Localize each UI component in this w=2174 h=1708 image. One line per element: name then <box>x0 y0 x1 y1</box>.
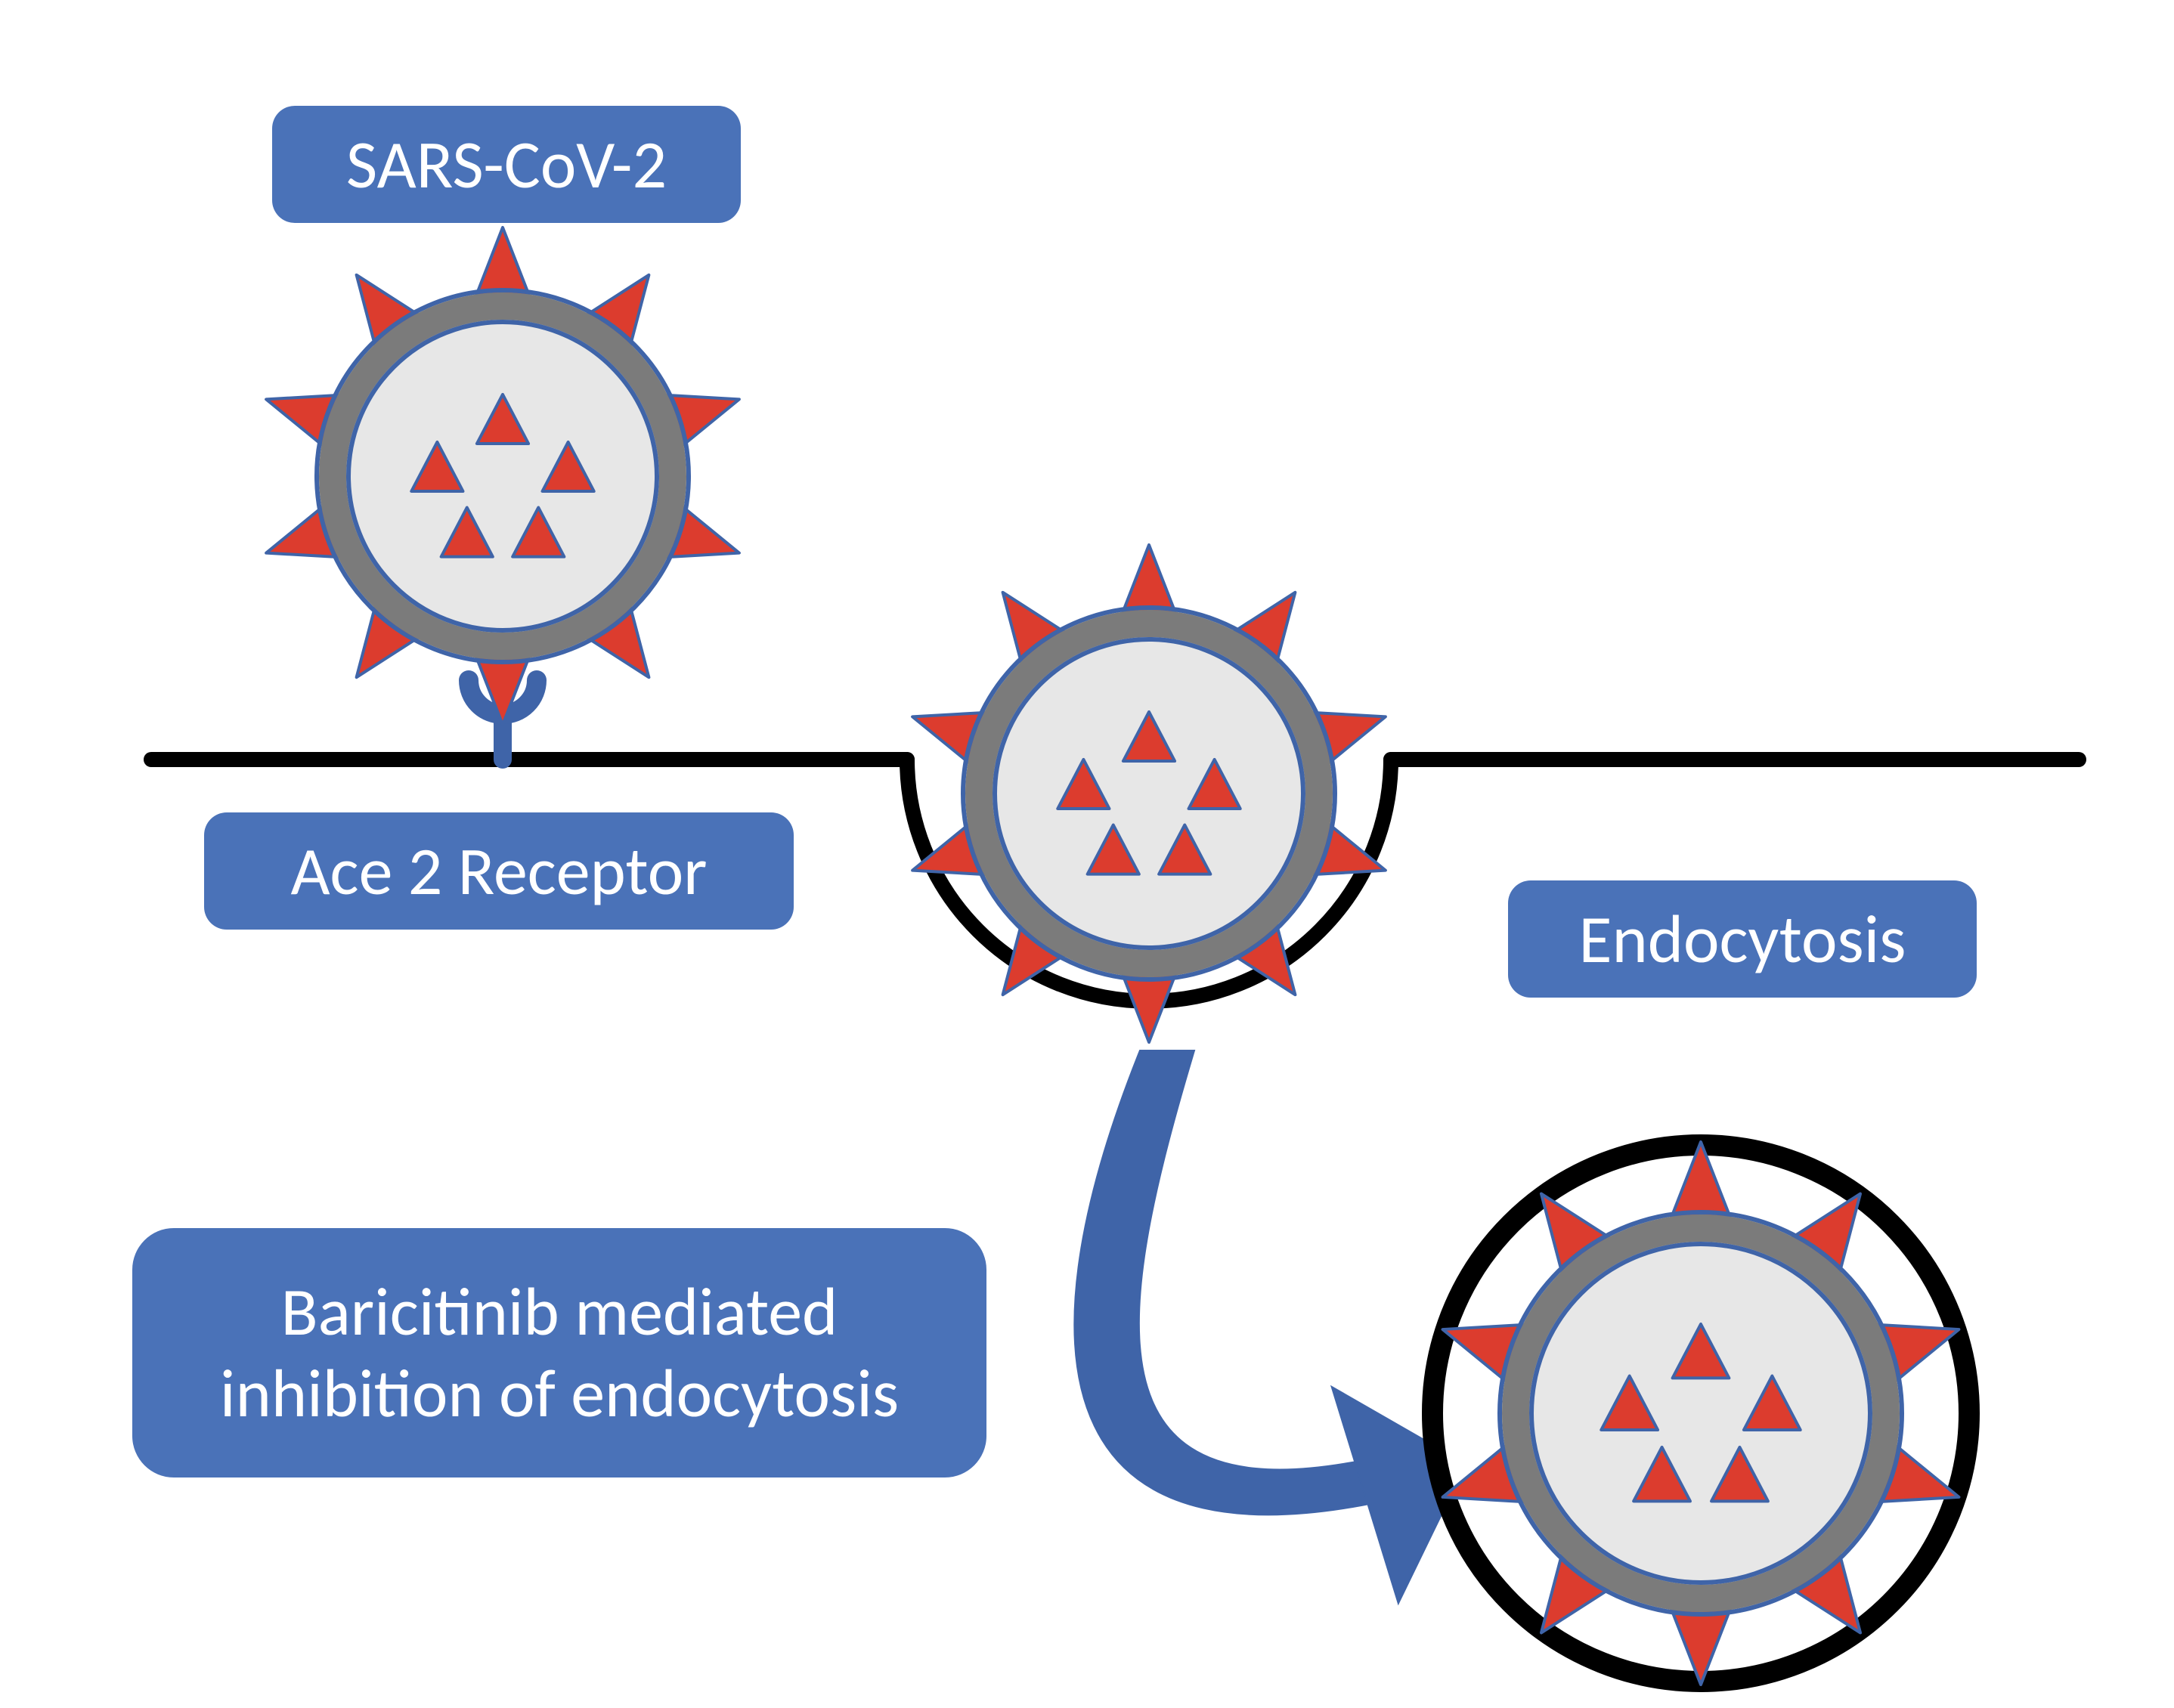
virus <box>266 227 739 725</box>
label-text: Baricitinib mediated inhibition of endoc… <box>163 1271 956 1434</box>
diagram-canvas: SARS-CoV-2 Ace 2 Receptor Endocytosis Ba… <box>0 0 2174 1708</box>
label-sars-cov-2: SARS-CoV-2 <box>272 106 741 223</box>
label-baricitinib-inhibition: Baricitinib mediated inhibition of endoc… <box>132 1228 986 1477</box>
label-endocytosis: Endocytosis <box>1508 880 1977 998</box>
label-text: Ace 2 Receptor <box>290 831 707 912</box>
virus <box>912 545 1386 1042</box>
label-text: Endocytosis <box>1579 899 1906 980</box>
label-text: SARS-CoV-2 <box>346 124 667 206</box>
label-ace2-receptor: Ace 2 Receptor <box>204 812 794 930</box>
